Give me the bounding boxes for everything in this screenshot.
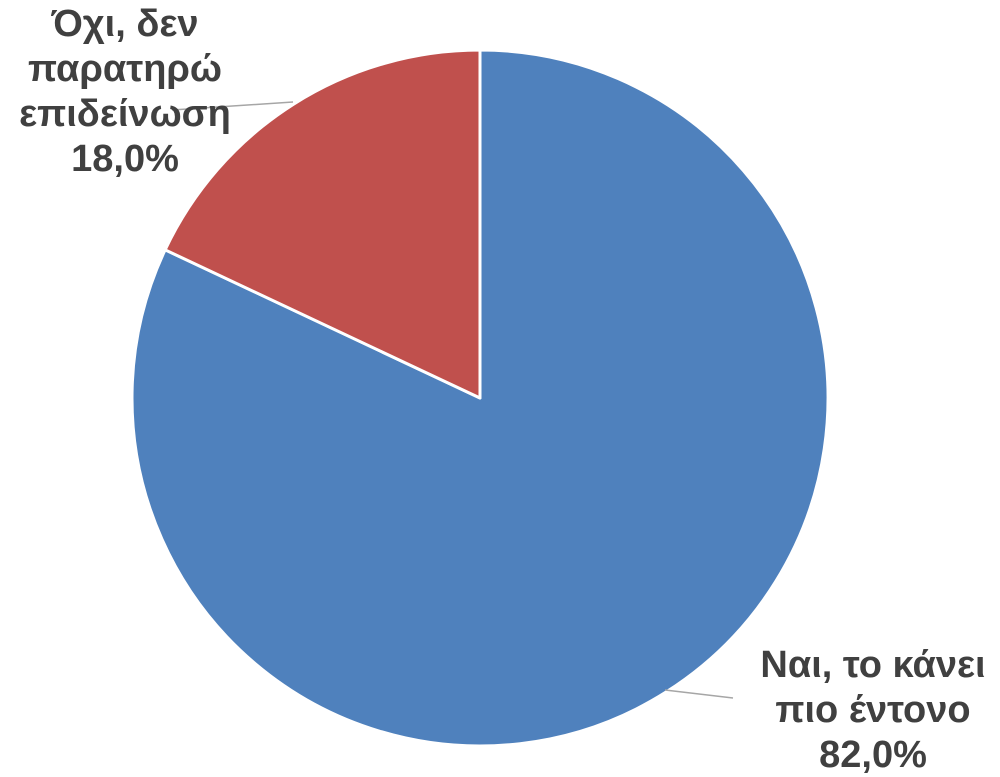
data-label-no-line-3: επιδείνωση [19,93,231,135]
data-label-no-percent: 18,0% [71,138,179,180]
data-label-yes: Ναι, το κάνει πιο έντονο 82,0% [748,643,998,777]
data-label-yes-line-1: Ναι, το κάνει [760,644,986,686]
data-label-no: Όχι, δεν παρατηρώ επιδείνωση 18,0% [0,2,250,182]
data-label-no-line-1: Όχι, δεν [51,3,199,45]
data-label-no-line-2: παρατηρώ [27,48,223,90]
data-label-yes-line-2: πιο έντονο [775,689,971,731]
pie-slice-no [163,48,482,400]
leader-line-no [171,101,294,111]
leader-line-yes [664,689,734,699]
data-label-yes-percent: 82,0% [819,734,927,776]
pie-slice-yes [130,48,830,748]
